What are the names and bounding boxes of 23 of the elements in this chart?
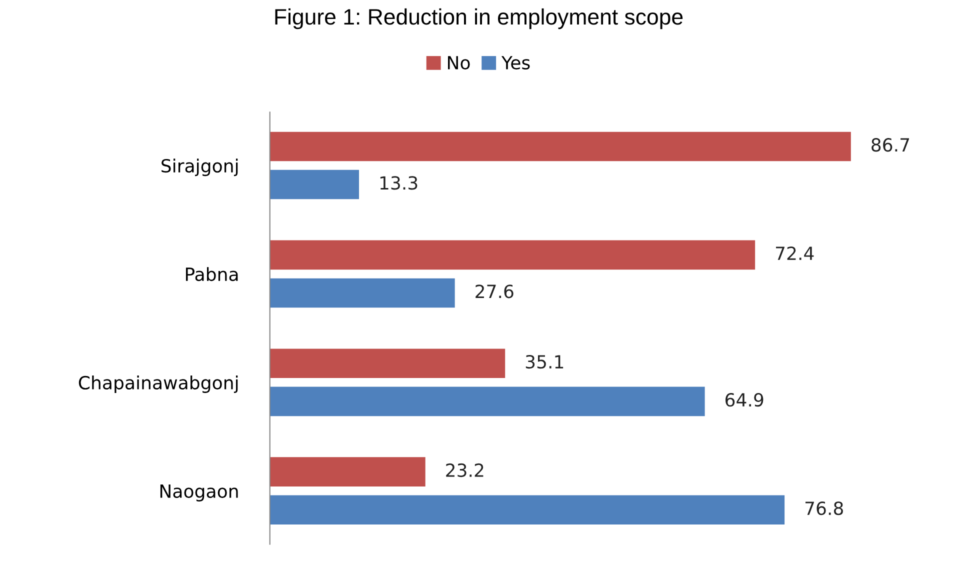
bar bbox=[270, 240, 756, 270]
bar bbox=[270, 278, 455, 308]
y-tick-label: Naogaon bbox=[160, 484, 238, 502]
y-tick-label: Pabna bbox=[186, 267, 238, 282]
legend-label: Yes bbox=[501, 56, 530, 70]
y-tick-label: Sirajgonj bbox=[162, 158, 238, 176]
legend-label: No bbox=[448, 56, 470, 70]
bar bbox=[270, 170, 360, 200]
chart-title: Figure 1: Reduction in employment scope bbox=[275, 8, 683, 30]
data-label: 13.3 bbox=[380, 176, 418, 190]
data-label: 27.6 bbox=[476, 284, 514, 298]
data-label: 64.9 bbox=[726, 393, 764, 407]
data-label: 86.7 bbox=[872, 138, 910, 152]
bar bbox=[270, 495, 785, 525]
data-label: 76.8 bbox=[805, 501, 843, 516]
data-label: 23.2 bbox=[446, 463, 484, 478]
data-label: 35.1 bbox=[526, 354, 564, 369]
bar bbox=[270, 348, 506, 378]
bar bbox=[270, 132, 851, 162]
bar bbox=[270, 386, 705, 416]
data-label: 72.4 bbox=[776, 246, 814, 260]
bar bbox=[270, 457, 426, 486]
y-tick-label: Chapainawabgonj bbox=[78, 376, 238, 394]
